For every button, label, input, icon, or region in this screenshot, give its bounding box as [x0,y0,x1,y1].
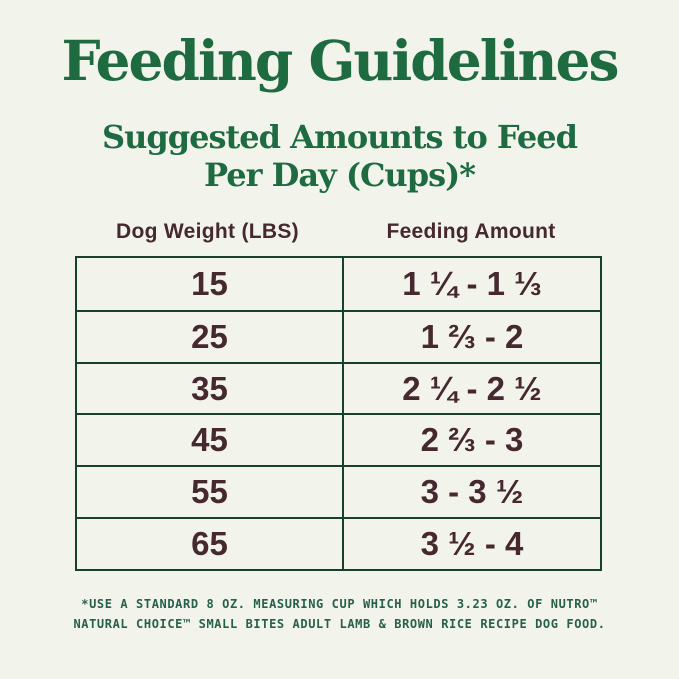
table-cell-amount: 3 - 3 ½ [342,465,600,518]
column-header-feeding-amount: Feeding Amount [386,220,556,243]
table-cell-weight: 15 [191,264,228,302]
table-cell-amount: 1 ⅔ - 2 [342,309,600,362]
measuring-cup-footnote: *USE A STANDARD 8 OZ. MEASURING CUP WHIC… [0,594,679,634]
table-cell-amount: 2 ¼ - 2 ½ [342,361,600,414]
table-cell-weight: 25 [77,309,342,362]
subtitle-line-1: Suggested Amounts to Feed [102,118,578,156]
table-cell-amount: 3 ½ - 4 [342,517,600,569]
page-subtitle: Suggested Amounts to Feed Per Day (Cups)… [0,118,679,194]
footnote-line-1: *USE A STANDARD 8 OZ. MEASURING CUP WHIC… [81,597,598,611]
table-cell-weight: 55 [77,465,342,517]
subtitle-line-2: Per Day (Cups)* [204,156,476,194]
table-cell-amount: 2 ⅔ - 3 [342,413,600,466]
page-title: Feeding Guidelines [61,28,619,93]
table-cell-weight: 45 [77,413,342,465]
column-header-dog-weight: Dog Weight (LBS) [116,220,299,243]
table-cell-amount: 1 ¼ - 1 ⅓ [342,258,600,310]
table-column-headers: Dog Weight (LBS) Feeding Amount [75,220,602,244]
table-cell-weight: 35 [77,361,342,414]
table-cell-weight: 65 [77,517,342,569]
footnote-line-2: NATURAL CHOICE™ SMALL BITES ADULT LAMB &… [73,617,606,631]
feeding-table: 15 1 ¼ - 1 ⅓ 25 1 ⅔ - 2 35 2 ¼ - 2 ½ 45 … [75,256,602,571]
